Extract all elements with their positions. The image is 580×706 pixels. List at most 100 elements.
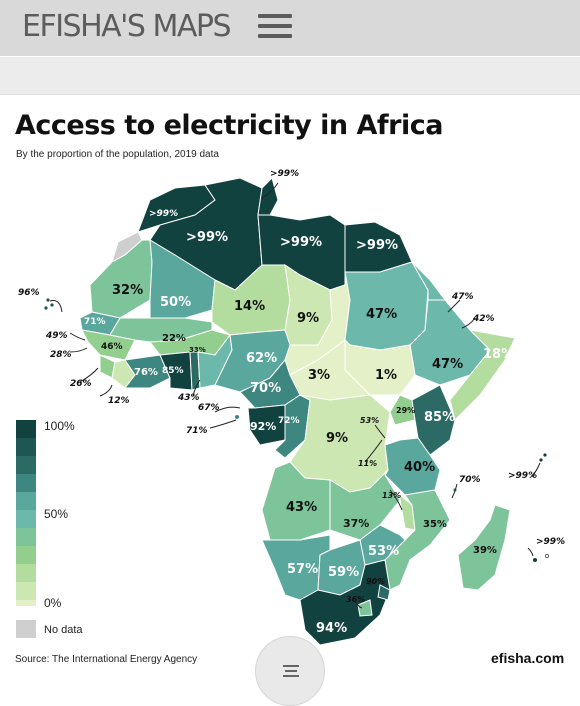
region-malawi (399, 493, 416, 531)
label-gabon: 92% (250, 420, 276, 433)
island-cape-verde-2 (50, 303, 54, 307)
label-mauritius: >99% (536, 537, 565, 547)
label-somalia: 18% (483, 347, 514, 362)
label-algeria: >99% (186, 230, 228, 245)
label-south-africa: 94% (316, 621, 347, 636)
legend-swatch-60 (16, 492, 36, 510)
label-guinea-bissau: 28% (50, 350, 72, 360)
legend-swatch-75 (16, 474, 36, 492)
label-seychelles: >99% (508, 471, 537, 481)
legend-swatch-50 (16, 510, 36, 528)
legend-label-top: 100% (44, 419, 75, 433)
label-eswatini: 90% (366, 577, 385, 586)
top-bar: EFISHA'S MAPS (0, 0, 580, 56)
legend-swatch-10 (16, 582, 36, 600)
label-namibia: 57% (287, 562, 318, 577)
hamburger-icon[interactable] (258, 12, 292, 40)
legend-label-bottom: 0% (44, 596, 62, 610)
label-sao-tome: 71% (186, 426, 208, 436)
label-zimbabwe: 53% (368, 544, 399, 559)
label-eritrea: 47% (451, 292, 474, 302)
site-brand[interactable]: EFISHA'S MAPS (22, 9, 232, 44)
label-ivory-coast: 43% (177, 393, 200, 403)
legend-swatch-30 (16, 546, 36, 564)
island-cape-verde-1 (46, 298, 50, 302)
region-madagascar (457, 504, 511, 591)
island-mauritius-1 (533, 558, 537, 562)
label-libya: >99% (280, 235, 322, 250)
label-benin: 33% (189, 346, 206, 354)
label-sudan: 47% (366, 307, 397, 322)
label-zambia: 37% (343, 517, 369, 530)
island-mauritius-2 (545, 554, 550, 559)
label-guinea: 46% (101, 342, 123, 352)
label-sierra-leone: 26% (70, 379, 92, 389)
label-rwanda: 53% (360, 416, 379, 425)
label-nigeria: 62% (246, 351, 277, 366)
label-mauritania: 50% (160, 295, 191, 310)
label-liberia: 12% (108, 396, 130, 406)
region-eswatini (377, 584, 391, 601)
region-tunisia (257, 177, 279, 216)
label-burkina: 22% (162, 333, 186, 344)
label-south-sudan: 1% (375, 368, 397, 383)
label-congo: 72% (278, 416, 300, 426)
label-niger: 9% (297, 311, 319, 326)
island-cape-verde-3 (44, 306, 48, 310)
label-malawi: 13% (382, 491, 401, 500)
island-seychelles-1 (539, 458, 543, 462)
label-tunisia-callout: >99% (270, 169, 299, 179)
label-senegal: 71% (84, 317, 106, 327)
source-note: Source: The International Energy Agency (15, 654, 198, 665)
label-uganda: 29% (396, 406, 415, 415)
label-cape-verde: 96% (18, 288, 40, 298)
label-kenya: 85% (424, 410, 455, 425)
secondary-bar (0, 57, 580, 95)
label-botswana: 59% (328, 565, 359, 580)
legend-swatch-90 (16, 438, 36, 456)
region-sudan (344, 261, 429, 351)
label-burundi: 11% (358, 459, 377, 468)
site-credit[interactable]: efisha.com (491, 650, 565, 666)
label-morocco: >99% (149, 209, 178, 219)
region-lesotho (357, 599, 373, 617)
region-kenya (411, 384, 456, 456)
region-zambia (329, 469, 401, 541)
legend-swatch-40 (16, 528, 36, 546)
island-seychelles-2 (543, 453, 547, 457)
region-ghana (159, 351, 193, 391)
label-djibouti: 42% (472, 314, 495, 324)
label-eq-guinea: 67% (198, 403, 220, 413)
island-sao-tome (235, 415, 239, 419)
region-south-africa (299, 559, 391, 646)
map-title: Access to electricity in Africa (15, 110, 443, 141)
label-mali: 14% (234, 299, 265, 314)
label-egypt: >99% (356, 238, 398, 253)
label-lesotho: 36% (346, 595, 365, 604)
label-togo: 76% (134, 367, 158, 378)
label-madagascar: 39% (473, 545, 497, 556)
legend-swatch-20 (16, 564, 36, 582)
label-tanzania: 40% (404, 460, 435, 475)
legend-label-no-data: No data (44, 624, 83, 636)
label-ethiopia: 47% (432, 357, 463, 372)
list-icon (283, 665, 299, 667)
legend-swatch-100 (16, 420, 36, 438)
map-subtitle: By the proportion of the population, 201… (16, 149, 219, 160)
legend-label-mid: 50% (44, 507, 69, 521)
label-car: 3% (308, 368, 330, 383)
label-mozambique: 35% (423, 519, 447, 530)
legend-swatch-85 (16, 456, 36, 474)
region-mozambique (384, 489, 451, 591)
legend-swatch-no-data (16, 620, 36, 638)
label-gambia: 49% (45, 331, 68, 341)
floating-menu-button[interactable] (255, 636, 325, 706)
legend-swatch-0 (16, 600, 36, 606)
label-angola: 43% (286, 500, 317, 515)
label-drc: 9% (326, 431, 348, 446)
label-cameroon: 70% (250, 381, 281, 396)
label-comoros: 70% (459, 475, 481, 485)
label-western-sahara: 32% (112, 283, 143, 298)
africa-map: >99% >99% >99% 50% 62% 70% 92% 85% 53% 5… (18, 169, 565, 646)
label-ghana: 85% (162, 366, 184, 376)
